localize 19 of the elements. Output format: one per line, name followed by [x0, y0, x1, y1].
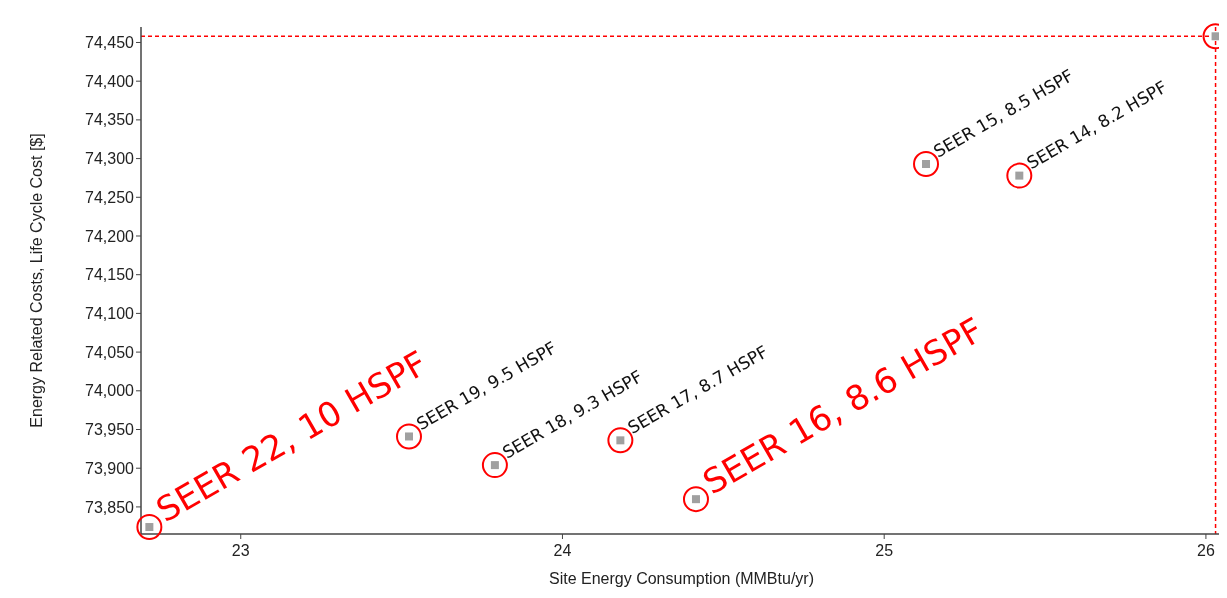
y-tick-label: 74,350 [85, 111, 135, 129]
y-tick-label: 74,300 [85, 150, 135, 168]
y-tick-label: 74,000 [85, 382, 135, 400]
y-axis-title: Energy Related Costs, Life Cycle Cost [$] [28, 133, 45, 428]
y-tick-label: 74,050 [85, 343, 135, 361]
y-tick-label: 74,150 [85, 266, 135, 284]
y-tick-label: 74,100 [85, 305, 135, 322]
x-axis-title: Site Energy Consumption (MMBtu/yr) [549, 570, 814, 587]
x-tick-label: 25 [875, 542, 894, 559]
y-tick-label: 74,400 [85, 72, 135, 90]
x-tick-label: 26 [1197, 542, 1215, 559]
y-tick-label: 73,850 [85, 498, 135, 516]
y-tick-label: 73,950 [85, 421, 135, 439]
y-tick-label: 74,200 [85, 227, 135, 245]
x-tick-label: 24 [553, 542, 572, 559]
y-tick-label: 73,900 [85, 459, 135, 477]
x-tick-label: 23 [231, 542, 250, 559]
y-tick-label: 74,250 [85, 188, 135, 206]
y-tick-label: 74,450 [85, 34, 135, 52]
